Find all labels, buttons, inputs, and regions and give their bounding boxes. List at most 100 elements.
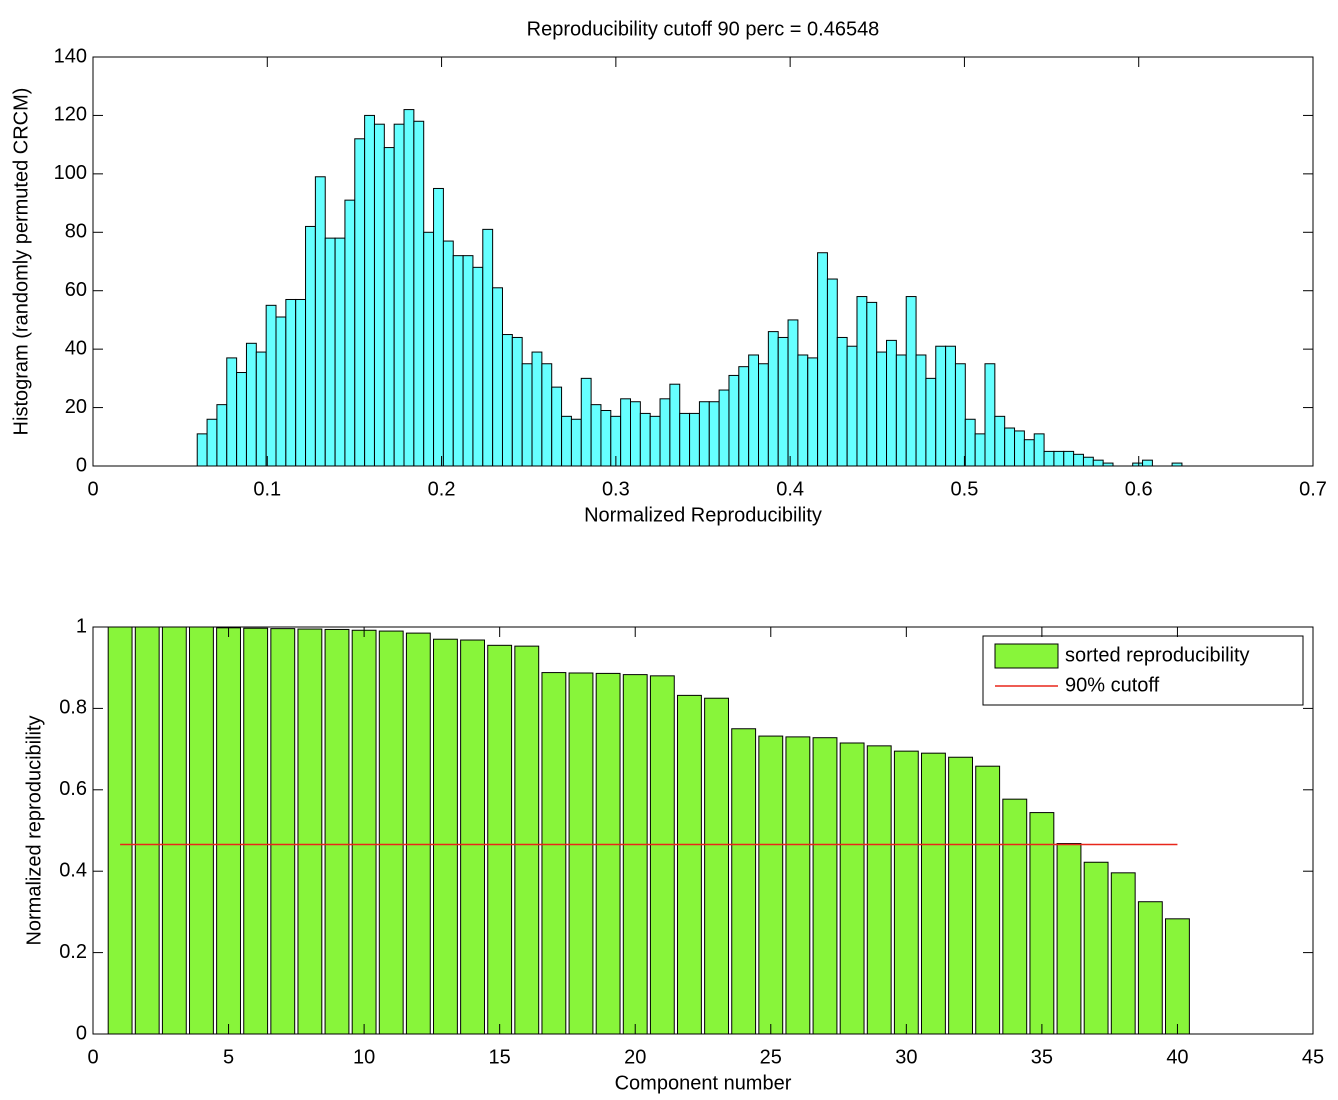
histogram-bar	[492, 287, 503, 467]
histogram-bar	[1073, 453, 1084, 467]
histogram-bar	[364, 114, 375, 467]
histogram-bar	[295, 298, 307, 467]
x-tick-label: 20	[624, 1046, 646, 1068]
histogram-bar	[629, 401, 641, 467]
bar	[216, 627, 241, 1035]
bar	[948, 756, 973, 1035]
histogram-bar	[501, 334, 513, 467]
histogram-bar	[679, 412, 691, 467]
histogram-bar	[1063, 450, 1075, 467]
histogram-bar	[541, 363, 553, 467]
y-tick-label: 20	[65, 396, 87, 418]
bar	[1083, 861, 1109, 1035]
x-tick-label: 5	[223, 1046, 234, 1068]
histogram-bar	[1092, 459, 1104, 467]
histogram-bar	[433, 187, 444, 467]
histogram-bar	[886, 339, 897, 467]
histogram-bar	[1014, 430, 1025, 467]
histogram-bar	[974, 433, 986, 467]
bar	[1165, 918, 1190, 1035]
bar	[839, 742, 865, 1035]
histogram-bar	[226, 357, 238, 467]
histogram-bar	[767, 331, 779, 467]
bar	[758, 735, 784, 1035]
histogram-bar	[305, 225, 316, 467]
bar	[622, 674, 648, 1035]
histogram-bar	[403, 109, 415, 467]
y-tick-label: 0.4	[59, 859, 87, 881]
histogram-bar	[452, 255, 464, 467]
histogram-bar	[1053, 450, 1065, 467]
bar	[677, 694, 702, 1035]
histogram-bar	[649, 415, 661, 467]
legend-swatch	[994, 643, 1059, 669]
histogram-bar	[817, 252, 828, 467]
histogram-bar	[748, 354, 760, 467]
histogram-bar	[866, 301, 878, 467]
histogram-bar	[807, 357, 819, 467]
histogram-bar	[344, 199, 356, 467]
histogram-bar	[383, 147, 395, 467]
bar	[541, 672, 567, 1035]
histogram-bar	[984, 363, 996, 467]
histogram-bar	[669, 383, 681, 467]
y-tick-label: 0.6	[59, 778, 87, 800]
legend: sorted reproducibility 90% cutoff	[982, 635, 1304, 706]
histogram-bar	[826, 278, 838, 467]
bar	[243, 627, 269, 1035]
bar	[189, 626, 214, 1035]
histogram-bar	[275, 316, 287, 467]
histogram-bar	[285, 298, 297, 467]
histogram-bar	[718, 389, 730, 467]
x-axis-label: Normalized Reproducibility	[584, 504, 822, 526]
histogram-bar	[708, 401, 720, 467]
histogram-bar	[354, 138, 366, 467]
histogram-bar	[413, 120, 425, 467]
bar	[378, 630, 404, 1035]
histogram-bar	[423, 231, 435, 467]
x-tick-label: 10	[353, 1046, 375, 1068]
bar	[812, 737, 838, 1035]
bar	[921, 752, 946, 1035]
y-tick-label: 40	[65, 337, 87, 359]
x-tick-label: 0.1	[253, 478, 281, 500]
bar	[487, 644, 513, 1035]
histogram-bar	[393, 123, 405, 467]
histogram-bar	[659, 398, 671, 467]
x-tick-label: 35	[1031, 1046, 1053, 1068]
y-tick-label: 100	[54, 162, 87, 184]
x-tick-label: 0.4	[776, 478, 804, 500]
bar	[785, 736, 811, 1035]
histogram-bar	[206, 418, 218, 467]
bar	[1029, 812, 1055, 1035]
histogram-bar	[738, 366, 750, 467]
bar	[351, 629, 377, 1035]
bar	[405, 632, 431, 1035]
axes-box	[92, 626, 1314, 1035]
histogram-bar	[639, 412, 651, 467]
histogram-bar	[787, 319, 799, 467]
x-tick-label: 0.2	[428, 478, 456, 500]
histogram-bar	[758, 363, 769, 467]
histogram-bar	[964, 418, 976, 467]
x-tick-label: 30	[895, 1046, 917, 1068]
histogram-bar	[1023, 439, 1035, 467]
histogram-bar	[836, 336, 848, 467]
histogram-bar	[472, 266, 484, 467]
histogram-bar	[482, 228, 494, 467]
histogram-bar	[216, 404, 228, 467]
bar	[460, 639, 485, 1035]
x-tick-label: 25	[760, 1046, 782, 1068]
x-tick-label: 0.7	[1299, 478, 1327, 500]
histogram-bar	[580, 377, 592, 467]
histogram-bar	[728, 374, 740, 467]
histogram-bar	[442, 240, 454, 467]
histogram-bar	[265, 304, 277, 467]
histogram-bar	[324, 237, 336, 467]
histogram-bar	[600, 409, 612, 467]
histogram-bar	[373, 123, 385, 467]
histogram-bar	[620, 398, 631, 467]
histogram-bar	[1033, 433, 1045, 467]
histogram-bar	[236, 372, 247, 467]
